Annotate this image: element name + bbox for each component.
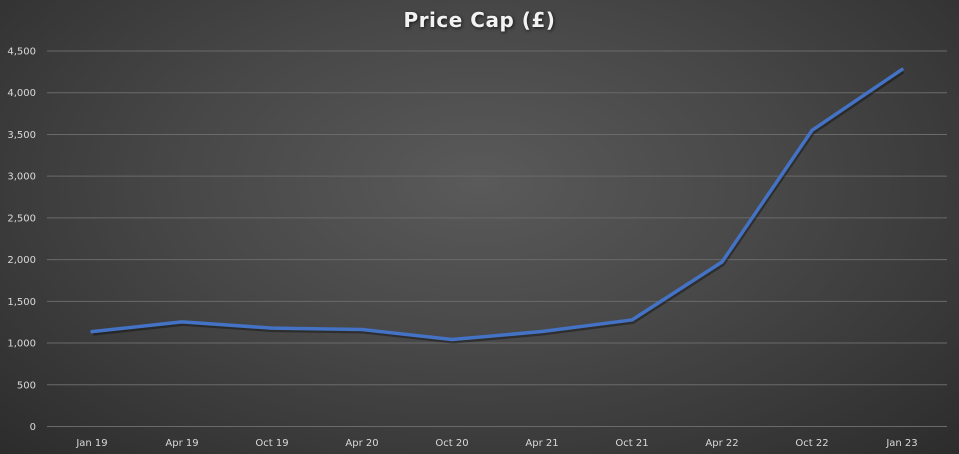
x-tick-label: Oct 21 <box>615 438 648 449</box>
x-tick-label: Apr 21 <box>525 438 558 449</box>
x-tick-label: Jan 23 <box>885 438 917 449</box>
y-tick-label: 2,000 <box>7 255 36 266</box>
x-tick-label: Oct 19 <box>255 438 288 449</box>
y-tick-label: 3,000 <box>7 172 36 183</box>
series-line <box>90 67 904 342</box>
y-tick-label: 2,500 <box>7 213 36 224</box>
y-tick-label: 4,000 <box>7 88 36 99</box>
x-tick-label: Jan 19 <box>75 438 107 449</box>
x-tick-label: Oct 20 <box>435 438 468 449</box>
x-tick-label: Apr 19 <box>165 438 198 449</box>
y-tick-label: 4,500 <box>7 47 36 58</box>
y-tick-label: 0 <box>30 422 36 433</box>
y-tick-label: 1,000 <box>7 339 36 350</box>
y-tick-label: 1,500 <box>7 297 36 308</box>
chart-title: Price Cap (£) <box>403 8 556 32</box>
y-tick-label: 3,500 <box>7 130 36 141</box>
series-line-shadow <box>92 69 905 344</box>
x-tick-label: Apr 20 <box>345 438 378 449</box>
x-tick-label: Apr 22 <box>705 438 738 449</box>
y-tick-label: 500 <box>17 380 36 391</box>
x-tick-label: Oct 22 <box>795 438 828 449</box>
